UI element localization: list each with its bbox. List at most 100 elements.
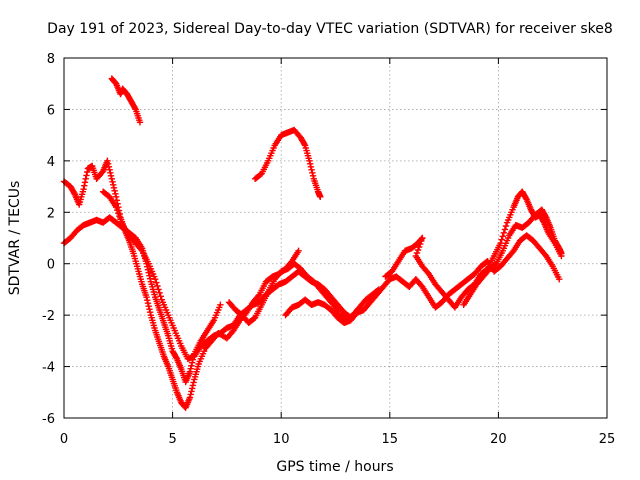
data-point <box>145 269 152 276</box>
data-point <box>104 160 112 168</box>
data-point <box>145 302 152 310</box>
axis-ticks: 0 5 10 15 20 25 -6 -4 -2 0 2 4 6 8 <box>42 52 615 447</box>
data-point <box>146 272 153 279</box>
data-point <box>498 236 505 243</box>
data-point <box>188 362 195 369</box>
data-point <box>111 187 118 195</box>
data-point <box>188 388 195 395</box>
data-point <box>115 209 122 217</box>
data-point <box>190 379 197 386</box>
data-point <box>80 185 87 193</box>
x-tick-label: 25 <box>599 432 616 447</box>
y-tick-label: -6 <box>42 412 55 427</box>
y-tick-label: 8 <box>47 52 55 67</box>
data-series-group <box>460 206 565 309</box>
data-point <box>189 382 197 389</box>
y-axis-label: SDTVAR / TECUs <box>7 181 23 296</box>
data-point <box>116 212 123 220</box>
y-tick-label: 2 <box>47 206 55 221</box>
data-point <box>558 250 565 257</box>
data-point <box>153 279 160 286</box>
data-point <box>110 184 118 192</box>
data-point <box>143 293 150 301</box>
data-point <box>110 181 117 189</box>
data-point <box>112 190 119 198</box>
data-point <box>255 292 262 300</box>
data-point <box>414 246 422 254</box>
data-point <box>109 178 116 186</box>
data-series-group <box>282 232 563 327</box>
data-point <box>186 394 194 401</box>
data-point <box>186 368 194 375</box>
data-point <box>157 293 164 300</box>
data-point <box>83 168 91 176</box>
data-point <box>137 246 145 253</box>
data-point <box>309 172 317 180</box>
data-point <box>307 163 315 171</box>
data-point <box>114 206 121 214</box>
data-point <box>81 182 88 189</box>
data-point <box>419 234 426 242</box>
x-tick-label: 20 <box>490 432 507 447</box>
data-series-group <box>251 126 324 201</box>
data-point <box>154 282 161 290</box>
data-point <box>146 305 153 313</box>
y-tick-label: -4 <box>42 361 55 376</box>
data-point <box>418 237 425 245</box>
data-point <box>108 175 115 183</box>
data-point <box>306 160 314 168</box>
x-axis-label: GPS time / hours <box>276 459 393 475</box>
data-point <box>497 239 504 247</box>
data-point <box>144 296 151 304</box>
data-series <box>60 75 565 411</box>
data-point <box>107 169 114 177</box>
data-point <box>156 289 163 297</box>
data-point <box>188 385 196 392</box>
data-point <box>308 166 315 174</box>
plot-frame <box>63 57 608 419</box>
data-series-group <box>225 260 383 327</box>
data-point <box>417 240 424 248</box>
data-point <box>144 299 152 307</box>
data-point <box>118 218 125 226</box>
data-point <box>112 193 120 201</box>
data-point <box>136 119 144 126</box>
x-tick-label: 0 <box>60 432 68 447</box>
data-point <box>295 247 302 255</box>
data-point <box>500 229 508 237</box>
data-point <box>81 179 89 186</box>
data-point <box>217 301 224 309</box>
data-point <box>83 172 90 179</box>
data-point <box>104 157 111 165</box>
x-tick-label: 5 <box>168 432 176 447</box>
data-point <box>82 175 89 183</box>
data-point <box>556 275 563 283</box>
x-tick-label: 10 <box>273 432 290 447</box>
data-point <box>188 359 196 366</box>
data-point <box>415 243 423 251</box>
data-point <box>152 275 159 283</box>
data-point <box>107 172 115 180</box>
y-tick-label: 6 <box>47 103 55 118</box>
data-point <box>309 169 316 177</box>
data-series-group <box>108 75 144 126</box>
y-tick-label: -2 <box>42 309 55 324</box>
data-point <box>306 157 313 165</box>
chart-title: Day 191 of 2023, Sidereal Day-to-day VTE… <box>47 21 613 37</box>
data-point <box>146 308 154 316</box>
data-point <box>144 266 152 273</box>
data-point <box>112 203 120 211</box>
data-point <box>187 391 194 398</box>
data-point <box>501 226 509 233</box>
data-point <box>117 215 124 223</box>
y-tick-label: 4 <box>47 155 55 170</box>
data-point <box>131 104 139 112</box>
data-point <box>301 140 308 148</box>
data-point <box>499 233 506 240</box>
data-point <box>502 222 510 230</box>
data-point <box>187 365 194 372</box>
data-point <box>106 166 113 174</box>
y-tick-label: 0 <box>47 258 55 273</box>
x-tick-label: 15 <box>382 432 399 447</box>
